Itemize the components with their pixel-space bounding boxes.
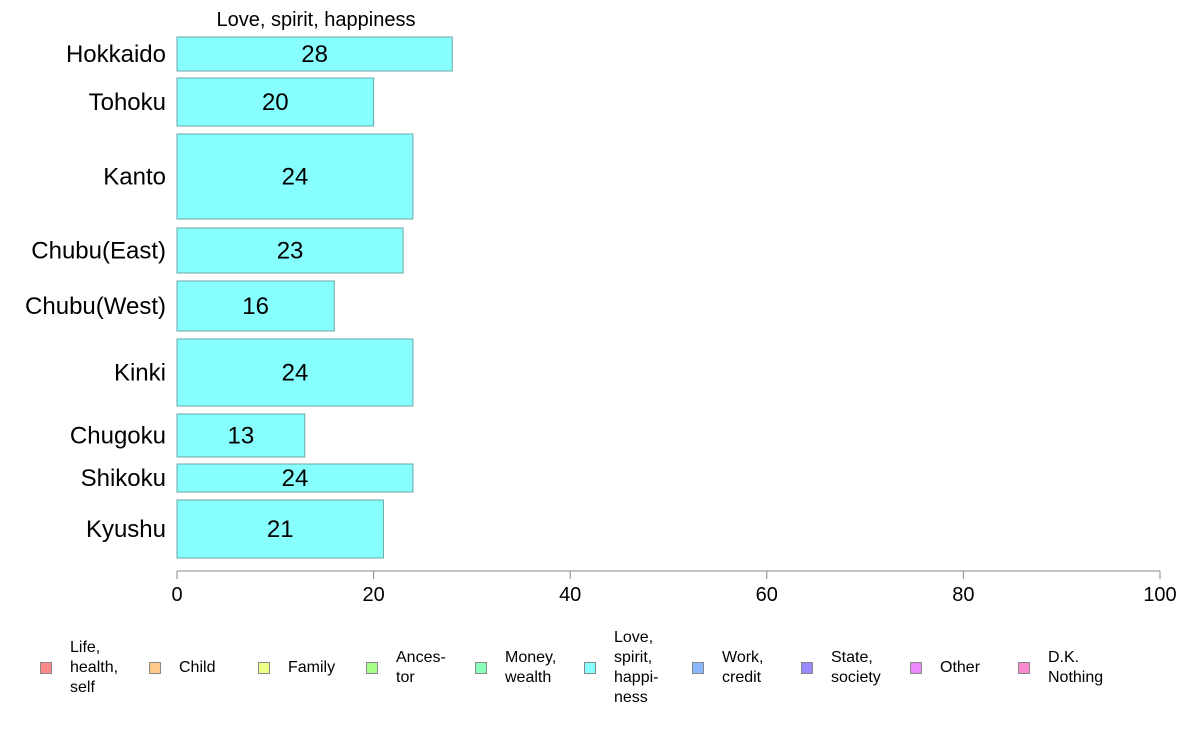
bar-value-label: 13 [228, 423, 255, 450]
chart-title: Love, spirit, happiness [216, 9, 415, 31]
legend-swatch [40, 662, 52, 674]
legend: Life, health, self Child Family Ances- tor M… [0, 618, 1188, 728]
category-label: Chubu(West) [25, 293, 166, 320]
legend-label: Life, health, self [70, 639, 119, 696]
x-tick-label: 20 [362, 584, 384, 606]
category-label: Chugoku [70, 423, 166, 450]
legend-swatch [1018, 662, 1030, 674]
legend-item: Family [258, 618, 335, 718]
legend-label: Ances- tor [396, 649, 446, 686]
legend-swatch [258, 662, 270, 674]
legend-item: State, society [801, 618, 881, 718]
legend-item: Money, wealth [475, 618, 556, 718]
bar-value-label: 20 [262, 89, 289, 116]
bar-value-label: 24 [282, 360, 309, 387]
bar-chubu-east- [176, 227, 404, 274]
legend-item: Work, credit [692, 618, 763, 718]
bar-tohoku [176, 77, 375, 127]
legend-swatch [584, 662, 596, 674]
category-label: Tohoku [89, 89, 166, 116]
legend-swatch [149, 662, 161, 674]
legend-swatch [692, 662, 704, 674]
bar-value-label: 16 [242, 293, 269, 320]
legend-item: Other [910, 618, 980, 718]
legend-swatch [801, 662, 813, 674]
legend-label: Other [940, 659, 981, 676]
bar-value-label: 24 [282, 164, 309, 191]
legend-label: Child [179, 659, 216, 676]
legend-item: D.K. Nothing [1018, 618, 1103, 718]
category-label: Shikoku [81, 465, 166, 492]
bar-value-label: 23 [277, 238, 304, 265]
bars-group: 28 Hokkaido 20 Tohoku 24 Kanto 23 Chubu(East) 16… [25, 36, 453, 559]
bar-chugoku [176, 413, 306, 458]
bar-value-label: 24 [282, 465, 309, 492]
legend-item: Child [149, 618, 215, 718]
legend-swatch [910, 662, 922, 674]
x-tick-label: 40 [559, 584, 581, 606]
x-tick-label: 80 [952, 584, 974, 606]
category-label: Kinki [114, 360, 166, 387]
category-label: Kyushu [86, 516, 166, 543]
legend-swatch [475, 662, 487, 674]
legend-label: D.K. Nothing [1048, 649, 1104, 686]
x-tick-label: 100 [1143, 584, 1176, 606]
legend-label: Money, wealth [505, 649, 557, 686]
x-tick-label: 60 [756, 584, 778, 606]
bar-shikoku [176, 463, 414, 493]
bar-hokkaido [176, 36, 453, 72]
legend-label: Family [288, 659, 336, 676]
bar-value-label: 28 [301, 41, 328, 68]
category-label: Chubu(East) [31, 238, 166, 265]
legend-item: Life, health, self [40, 618, 118, 718]
bar-kyushu [176, 499, 384, 559]
legend-item: Love, spirit, happi- ness [584, 618, 658, 718]
legend-label: Love, spirit, happi- ness [614, 629, 659, 706]
legend-label: State, society [831, 649, 881, 686]
bar-chubu-west- [176, 280, 335, 332]
bar-chart: Love, spirit, happiness 28 Hokkaido 20 Toho… [25, 9, 1177, 606]
bar-kinki [176, 338, 414, 407]
bar-kanto [176, 133, 414, 220]
legend-swatch [366, 662, 378, 674]
bar-value-label: 21 [267, 516, 294, 543]
x-axis: 0 20 40 60 80 100 [171, 570, 1177, 606]
category-label: Kanto [103, 164, 166, 191]
legend-item: Ances- tor [366, 618, 446, 718]
x-tick-label: 0 [171, 584, 182, 606]
legend-label: Work, credit [722, 649, 764, 686]
category-label: Hokkaido [66, 41, 166, 68]
